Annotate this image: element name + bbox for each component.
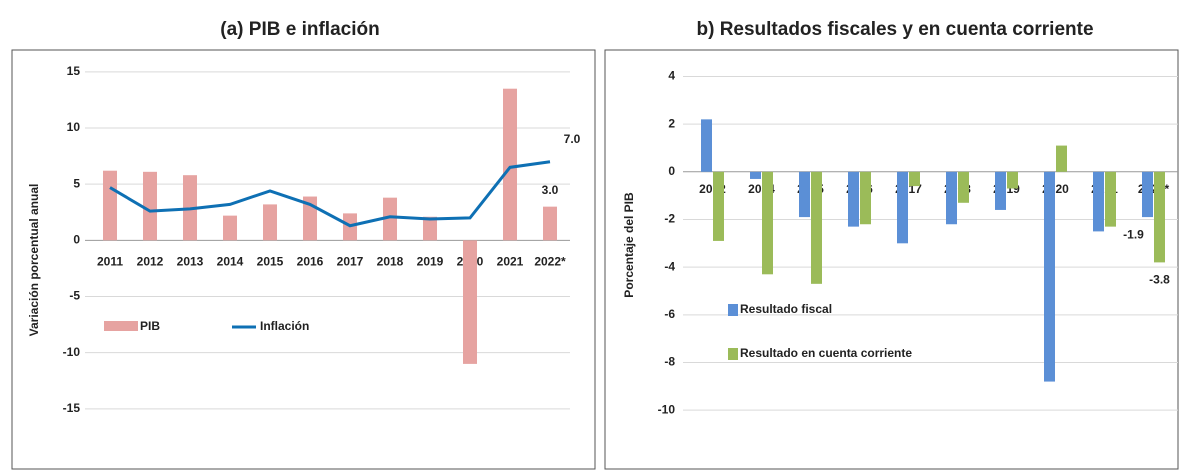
bar [463, 240, 477, 364]
data-label: 7.0 [564, 132, 581, 146]
y-tick-label: 5 [73, 176, 80, 190]
x-tick-label: 2013 [177, 255, 204, 269]
bar [1105, 171, 1116, 227]
y-tick-label: 0 [668, 164, 675, 178]
x-tick-label: 2014 [217, 255, 244, 269]
x-tick-label: 2012 [137, 255, 164, 269]
y-tick-label: -10 [658, 402, 676, 416]
bar [1154, 171, 1165, 263]
bar [223, 215, 237, 241]
x-tick-label: 2019 [417, 255, 444, 269]
bar [1044, 171, 1055, 382]
y-tick-label: 0 [73, 233, 80, 247]
bar [1142, 171, 1153, 218]
y-tick-label: -4 [664, 259, 675, 273]
y-tick-label: -6 [664, 307, 675, 321]
bar [799, 171, 810, 218]
x-tick-label: 2016 [297, 255, 324, 269]
y-tick-label: 15 [67, 64, 81, 78]
bar [909, 171, 920, 187]
legend-label: Resultado en cuenta corriente [740, 346, 912, 360]
data-label: -3.8 [1149, 273, 1170, 287]
bar [1056, 145, 1067, 172]
bar [423, 216, 437, 241]
chart-title: (a) PIB e inflación [220, 19, 379, 40]
bar [958, 171, 969, 203]
bar [946, 171, 957, 225]
bar [848, 171, 859, 227]
bar [383, 197, 397, 241]
legend-swatch [728, 348, 738, 360]
x-tick-label: 2018 [377, 255, 404, 269]
bar [750, 171, 761, 179]
data-label: -1.9 [1123, 227, 1144, 241]
legend-label: Resultado fiscal [740, 302, 832, 316]
bar [995, 171, 1006, 210]
legend-swatch [104, 321, 138, 331]
legend-swatch [728, 304, 738, 316]
chart-title: b) Resultados fiscales y en cuenta corri… [696, 19, 1093, 40]
bar [713, 171, 724, 241]
bar [103, 170, 117, 241]
bar [762, 171, 773, 275]
data-label: 3.0 [542, 183, 559, 197]
x-tick-label: 2011 [97, 255, 123, 269]
x-tick-label: 2021 [497, 255, 524, 269]
panel-frame [604, 49, 1179, 470]
y-tick-label: 2 [668, 116, 675, 130]
bar [543, 206, 557, 241]
bar [263, 204, 277, 241]
y-tick-label: 4 [668, 69, 675, 83]
x-tick-label: 2022* [534, 255, 566, 269]
x-tick-label: 2017 [337, 255, 364, 269]
bar [1093, 171, 1104, 232]
bar [860, 171, 871, 225]
y-tick-label: -2 [664, 212, 675, 226]
y-tick-label: 10 [67, 120, 81, 134]
y-axis-label: Variación porcentual anual [27, 184, 41, 337]
bar [503, 88, 517, 241]
panel-frame [11, 49, 596, 470]
y-tick-label: -15 [63, 401, 81, 415]
bar [701, 119, 712, 172]
bar [897, 171, 908, 244]
y-tick-label: -8 [664, 355, 675, 369]
y-axis-label: Porcentaje del PIB [622, 192, 636, 298]
x-tick-label: 2015 [257, 255, 284, 269]
y-tick-label: -5 [69, 289, 80, 303]
bar [1007, 171, 1018, 189]
legend-label: PIB [140, 319, 160, 333]
line [109, 160, 551, 228]
bar [811, 171, 822, 284]
bar [143, 171, 157, 241]
y-tick-label: -10 [63, 345, 81, 359]
legend-label: Inflación [260, 319, 309, 333]
